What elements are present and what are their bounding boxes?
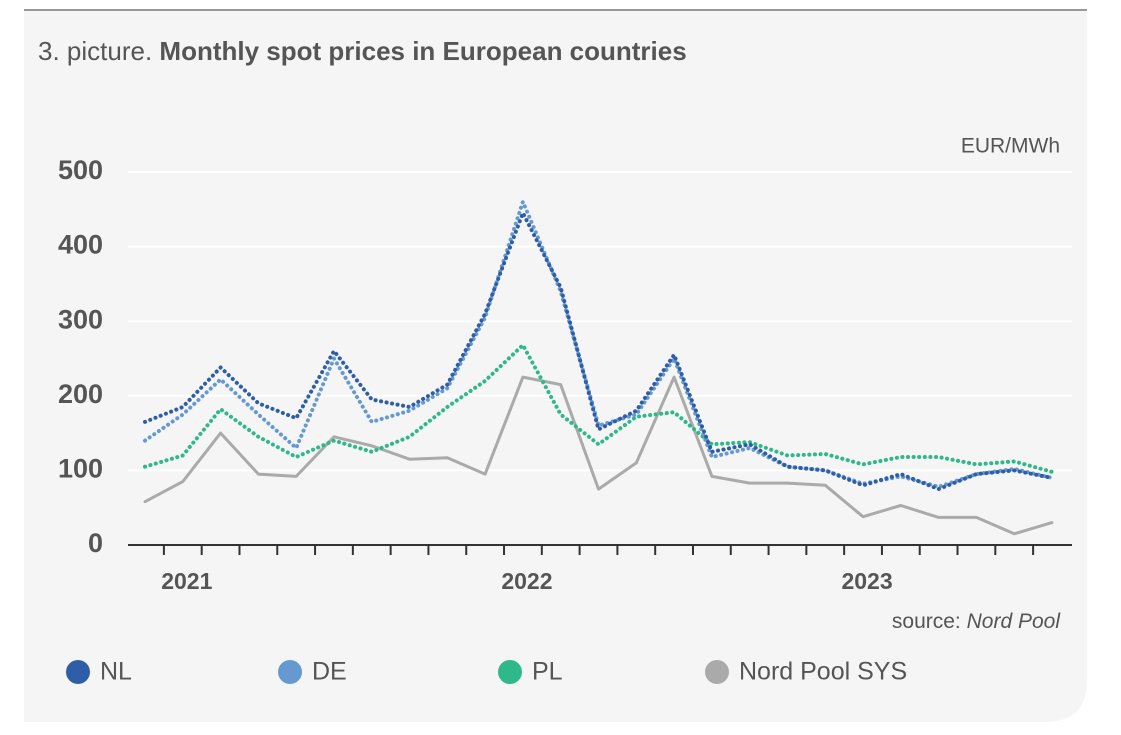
legend-label: NL (100, 658, 132, 686)
series-line (143, 343, 1054, 474)
y-tick-label: 0 (88, 528, 103, 558)
series-line (143, 375, 1054, 536)
y-tick-label: 400 (58, 230, 103, 260)
x-tick-label: 2023 (841, 568, 892, 594)
source-name: Nord Pool (967, 610, 1062, 633)
source-label: source: (892, 610, 961, 633)
legend-swatch (66, 660, 90, 684)
legend-label: PL (532, 658, 563, 686)
chart-title: Monthly spot prices in European countrie… (159, 36, 686, 66)
y-tick-label: 200 (58, 379, 103, 409)
title: 3. picture. Monthly spot prices in Europ… (38, 36, 687, 66)
legend-label: Nord Pool SYS (739, 658, 907, 686)
unit-label: EUR/MWh (961, 135, 1060, 158)
y-tick-label: 100 (58, 454, 103, 484)
legend-swatch (278, 660, 302, 684)
figure-label: 3. picture. (38, 36, 152, 66)
y-tick-label: 500 (58, 155, 103, 185)
x-tick-label: 2021 (161, 568, 212, 594)
y-tick-label: 300 (58, 304, 103, 334)
legend-swatch (498, 660, 522, 684)
legend-label: DE (312, 658, 347, 686)
source: source: Nord Pool (892, 610, 1061, 633)
series-line (143, 211, 1054, 492)
legend-swatch (705, 660, 729, 684)
x-tick-label: 2022 (501, 568, 552, 594)
